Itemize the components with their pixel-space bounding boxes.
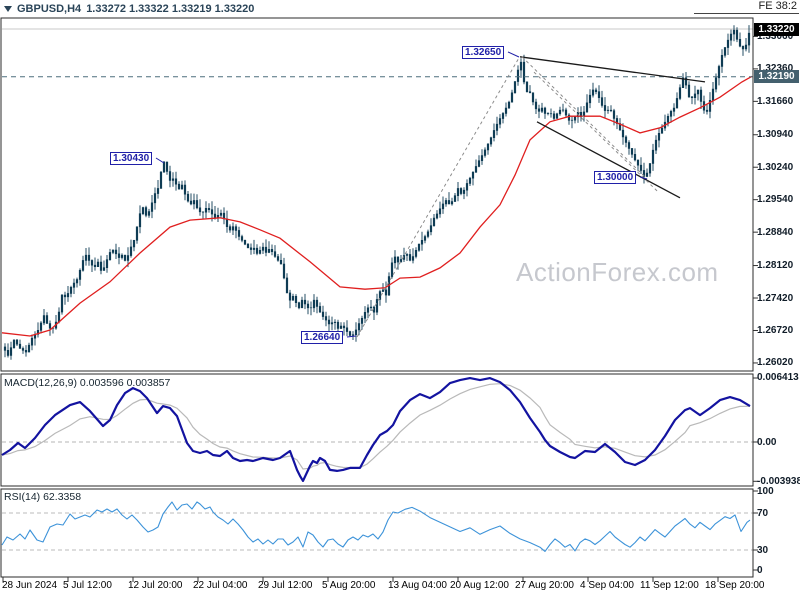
chart-header: GBPUSD,H4 1.33272 1.33322 1.33219 1.3322… — [4, 3, 254, 15]
price-axis-label-1: 1.32360 — [757, 63, 794, 75]
symbol-label: GBPUSD,H4 — [17, 3, 82, 15]
date-label-7: 20 Aug 12:00 — [450, 580, 509, 591]
rsi-panel-border — [0, 488, 754, 578]
date-label-6: 13 Aug 04:00 — [388, 580, 447, 591]
candle-bodies — [3, 29, 751, 356]
annotation-connector-1 — [507, 51, 520, 58]
macd-axis-label-0: 0.006413 — [757, 372, 799, 384]
trendline-1 — [519, 56, 706, 83]
rsi-panel[interactable] — [1, 489, 753, 577]
macd-axis-label-2: -0.003938 — [757, 475, 800, 487]
macd-signal-line — [1, 383, 751, 470]
macd-axis-label-1: 0.00 — [757, 436, 777, 448]
macd-panel[interactable] — [1, 374, 753, 486]
rsi-panel-title: RSI(14) 62.3358 — [4, 491, 82, 503]
symbol-dropdown-icon[interactable] — [4, 6, 12, 12]
price-badge-current: 1.33220 — [754, 22, 799, 36]
macd-main-line — [1, 377, 751, 482]
price-axis-label-2: 1.31660 — [757, 95, 794, 107]
watermark-text: ActionForex.com — [516, 257, 719, 287]
price-annotation-0: 1.30430 — [110, 152, 153, 165]
date-label-10: 11 Sep 12:00 — [640, 580, 699, 591]
date-label-1: 5 Jul 12:00 — [63, 580, 112, 591]
price-annotation-2: 1.26640 — [301, 331, 344, 344]
date-label-2: 12 Jul 20:00 — [128, 580, 183, 591]
price-axis-label-3: 1.30940 — [757, 129, 794, 141]
rsi-axis-label-3: 0 — [757, 564, 763, 576]
date-label-5: 5 Aug 20:00 — [322, 580, 376, 591]
rsi-line — [1, 501, 751, 552]
price-axis-label-9: 1.26720 — [757, 324, 794, 336]
annotation-connector-0 — [155, 157, 165, 164]
price-annotation-1: 1.32650 — [462, 46, 505, 59]
rsi-axis-label-1: 70 — [757, 507, 769, 519]
price-axis-label-5: 1.29540 — [757, 194, 794, 206]
price-axis-label-6: 1.28840 — [757, 226, 794, 238]
macd-panel-border — [0, 373, 754, 487]
price-axis-label-8: 1.27420 — [757, 292, 794, 304]
macd-panel-title: MACD(12,26,9) 0.003596 0.003857 — [4, 377, 171, 389]
date-label-11: 18 Sep 20:00 — [705, 580, 765, 591]
price-annotation-3: 1.30000 — [594, 171, 637, 184]
date-label-9: 4 Sep 04:00 — [580, 580, 634, 591]
fib-object-label: FE 38:2 — [758, 0, 797, 12]
ohlc-values: 1.33272 1.33322 1.33219 1.33220 — [86, 3, 255, 15]
price-badge-level: 1.32190 — [754, 70, 799, 84]
price-axis-label-4: 1.30240 — [757, 161, 794, 173]
rsi-axis-label-0: 100 — [757, 485, 774, 497]
price-axis-label-7: 1.28120 — [757, 260, 794, 272]
annotation-connector-3 — [639, 176, 648, 180]
trendline-5 — [533, 71, 659, 193]
price-axis-label-10: 1.26020 — [757, 357, 794, 369]
main-panel-border — [0, 17, 754, 372]
date-label-4: 29 Jul 12:00 — [258, 580, 313, 591]
date-label-0: 28 Jun 2024 — [2, 580, 58, 591]
trendline-4 — [521, 56, 648, 180]
trendline-2 — [536, 121, 681, 199]
date-label-3: 22 Jul 04:00 — [193, 580, 248, 591]
main-price-panel[interactable] — [1, 18, 753, 371]
annotation-connector-2 — [346, 335, 357, 338]
rsi-axis-label-2: 30 — [757, 544, 769, 556]
moving-average-line — [2, 75, 753, 337]
price-axis-label-0: 1.33060 — [757, 30, 794, 42]
date-label-8: 27 Aug 20:00 — [515, 580, 574, 591]
